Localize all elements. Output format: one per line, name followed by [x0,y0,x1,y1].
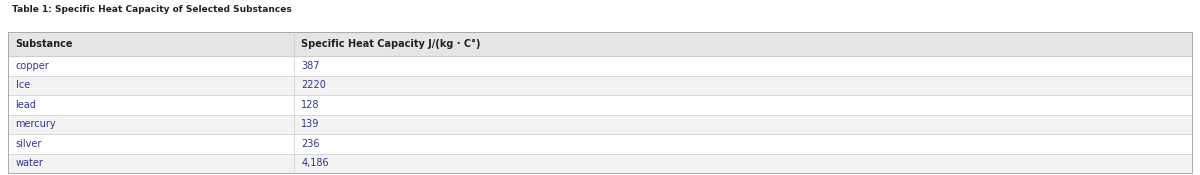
Text: Specific Heat Capacity J/(kg · C°): Specific Heat Capacity J/(kg · C°) [301,39,481,49]
Text: silver: silver [16,139,42,149]
Bar [8,95,1192,115]
Text: Substance: Substance [16,39,73,49]
Text: copper: copper [16,61,49,71]
Text: water: water [16,159,43,169]
Text: mercury: mercury [16,119,56,129]
Text: lead: lead [16,100,36,110]
Bar [8,134,1192,154]
Bar [8,56,1192,76]
Text: Table 1: Specific Heat Capacity of Selected Substances: Table 1: Specific Heat Capacity of Selec… [12,5,292,14]
Text: 139: 139 [301,119,319,129]
Text: 128: 128 [301,100,319,110]
Bar [8,76,1192,95]
Text: Ice: Ice [16,80,30,90]
Text: 387: 387 [301,61,319,71]
Text: 236: 236 [301,139,319,149]
Text: 4,186: 4,186 [301,159,329,169]
Bar [8,32,1192,56]
Bar [8,154,1192,173]
Text: 2220: 2220 [301,80,326,90]
Bar [8,115,1192,134]
